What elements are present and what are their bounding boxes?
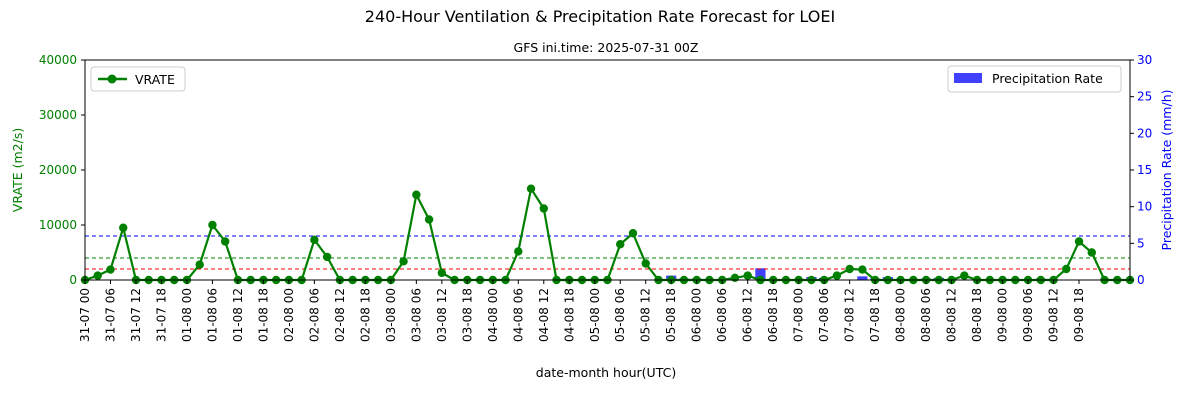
x-tick-label: 08-08 18 [970,288,984,342]
x-tick-label: 31-07 18 [154,288,168,342]
left-tick-label: 20000 [39,163,77,177]
x-tick-label: 04-08 18 [562,288,576,342]
x-tick-label: 06-08 00 [690,288,704,342]
x-tick-label: 09-08 18 [1072,288,1086,342]
left-tick-label: 10000 [39,218,77,232]
vrate-point [858,265,867,274]
x-tick-label: 04-08 00 [486,288,500,342]
x-tick-label: 07-08 00 [792,288,806,342]
x-tick-label: 07-08 12 [843,288,857,342]
vrate-point [539,204,548,213]
x-tick-label: 01-08 18 [256,288,270,342]
x-tick-label: 01-08 12 [231,288,245,342]
x-tick-label: 06-08 06 [715,288,729,342]
x-tick-label: 06-08 12 [741,288,755,342]
vrate-point [1087,248,1096,257]
x-tick-label: 06-08 18 [766,288,780,342]
vrate-point [514,247,523,256]
x-tick-label: 05-08 18 [664,288,678,342]
precip-bar [857,276,868,280]
x-tick-label: 03-08 18 [460,288,474,342]
left-tick-label: 40000 [39,53,77,67]
x-tick-label: 03-08 00 [384,288,398,342]
precip-bar [755,268,766,280]
x-tick-label: 03-08 06 [409,288,423,342]
right-tick-label: 20 [1137,126,1152,140]
right-tick-label: 25 [1137,90,1152,104]
vrate-point [960,271,969,280]
x-tick-label: 05-08 06 [613,288,627,342]
legend-precip-swatch [954,73,982,83]
vrate-point [1062,264,1071,274]
x-tick-label: 05-08 00 [588,288,602,342]
legend-precip: Precipitation Rate [947,65,1122,93]
y-axis-label-left: VRATE (m2/s) [10,128,25,212]
left-tick-label: 0 [69,273,77,287]
legend-vrate-label: VRATE [135,72,175,87]
x-tick-label: 02-08 00 [282,288,296,342]
vrate-point [1074,237,1084,246]
vrate-point [743,271,752,280]
vrate-point [119,223,128,232]
vrate-point [628,229,638,238]
vrate-point [93,271,102,280]
x-tick-label: 07-08 18 [868,288,882,342]
vrate-point [195,260,204,269]
x-tick-label: 02-08 06 [307,288,321,342]
x-tick-label: 31-07 06 [103,288,117,342]
vrate-point [832,271,842,280]
vrate-point [424,215,434,224]
x-tick-label: 31-07 12 [129,288,143,342]
x-tick-label: 02-08 12 [333,288,347,342]
legend-vrate-frame [90,66,186,92]
vrate-point [616,240,625,249]
x-tick-label: 03-08 12 [435,288,449,342]
vrate-point [220,237,230,246]
chart-title: 240-Hour Ventilation & Precipitation Rat… [365,7,835,26]
legend-vrate-marker [107,74,117,84]
x-tick-label: 08-08 12 [945,288,959,342]
vrate-line [84,185,1130,282]
vrate-point [399,257,408,266]
legend-vrate: VRATE [90,66,186,92]
right-tick-label: 15 [1137,163,1152,177]
x-tick-label: 09-08 00 [996,288,1010,342]
right-tick-label: 10 [1137,200,1152,214]
legend-precip-label: Precipitation Rate [992,71,1103,86]
vrate-point [322,252,332,262]
vrate-point [437,268,447,278]
right-tick-label: 30 [1137,53,1152,67]
y-axis-label-right: Precipitation Rate (mm/h) [1159,90,1174,251]
x-tick-label: 09-08 12 [1047,288,1061,342]
x-tick-label: 01-08 00 [180,288,194,342]
x-tick-label: 04-08 12 [537,288,551,342]
left-tick-label: 30000 [39,108,77,122]
plot-area: 0 10000 20000 30000 40000 0 5 10 15 20 25 30 31-07 0… [39,53,1152,342]
plot-frame [84,59,1131,281]
vrate-point [310,235,319,245]
vrate-point [106,265,115,274]
right-tick-label: 0 [1137,273,1145,287]
x-tick-label: 02-08 18 [358,288,372,342]
x-axis-label: date-month hour(UTC) [536,365,676,380]
vrate-point [412,190,421,199]
x-tick-label: 04-08 06 [511,288,525,342]
x-tick-label: 08-08 06 [919,288,933,342]
vrate-point [730,273,740,282]
vrate-point [845,264,854,274]
vrate-point [526,184,536,193]
x-tick-label: 01-08 06 [205,288,219,342]
x-tick-label: 08-08 00 [894,288,908,342]
vrate-point [208,220,217,230]
legend-precip-frame [947,65,1122,93]
vrate-point [641,259,650,268]
chart-subtitle: GFS ini.time: 2025-07-31 00Z [514,40,699,55]
x-tick-label: 31-07 00 [78,288,92,342]
right-tick-label: 5 [1137,236,1145,250]
x-tick-label: 07-08 06 [817,288,831,342]
x-tick-label: 05-08 12 [639,288,653,342]
x-tick-label: 09-08 06 [1021,288,1035,342]
